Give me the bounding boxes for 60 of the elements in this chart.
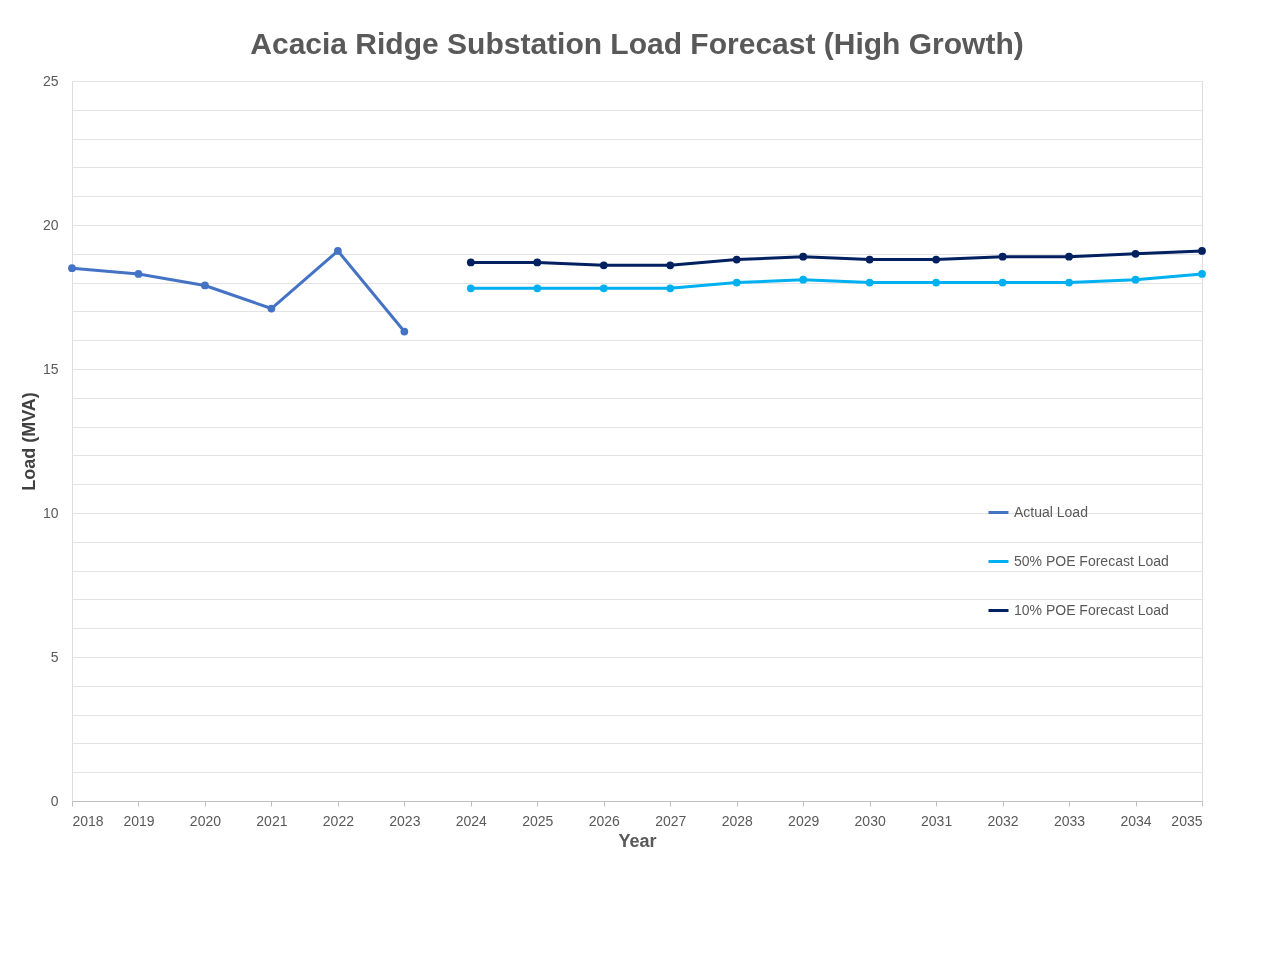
legend-label: 10% POE Forecast Load bbox=[1014, 601, 1169, 618]
x-tick-label: 2031 bbox=[921, 812, 953, 829]
y-tick-label: 15 bbox=[42, 360, 59, 377]
x-tick-label: 2033 bbox=[1053, 812, 1086, 829]
x-tick-label: 2020 bbox=[189, 812, 222, 829]
y-tick-label: 20 bbox=[42, 216, 59, 233]
point bbox=[334, 247, 342, 255]
point bbox=[865, 255, 874, 264]
y-axis-title: Load (MVA) bbox=[18, 392, 39, 491]
x-tick-label: 2018 bbox=[72, 812, 104, 829]
x-tick-label: 2019 bbox=[123, 812, 155, 829]
point bbox=[1198, 270, 1206, 278]
x-tick-label: 2030 bbox=[854, 812, 886, 829]
point bbox=[1131, 249, 1140, 258]
legend-label: Actual Load bbox=[1014, 503, 1088, 520]
y-tick-label: 25 bbox=[42, 72, 59, 89]
x-tick-label: 2022 bbox=[322, 812, 355, 829]
point bbox=[466, 258, 475, 267]
x-tick-label: 2023 bbox=[389, 812, 421, 829]
x-tick-label: 2032 bbox=[987, 812, 1019, 829]
point bbox=[134, 270, 143, 278]
x-tick-label: 2027 bbox=[655, 812, 687, 829]
x-tick-label: 2029 bbox=[788, 812, 820, 829]
point bbox=[1131, 275, 1140, 284]
x-tick-label: 2025 bbox=[522, 812, 554, 829]
legend-label: 50% POE Forecast Load bbox=[1014, 552, 1169, 569]
point bbox=[932, 255, 940, 264]
x-tick-label: 2026 bbox=[588, 812, 621, 829]
x-tick-label: 2034 bbox=[1120, 812, 1152, 829]
point bbox=[400, 327, 409, 336]
point bbox=[201, 281, 209, 290]
point bbox=[1065, 252, 1073, 261]
point bbox=[998, 278, 1007, 287]
point bbox=[533, 258, 542, 267]
x-tick-label: 2035 bbox=[1171, 812, 1203, 829]
point bbox=[932, 278, 940, 287]
point bbox=[666, 261, 675, 270]
point bbox=[732, 255, 741, 264]
point bbox=[466, 284, 475, 293]
x-tick-label: 2024 bbox=[455, 812, 488, 829]
y-tick-label: 5 bbox=[50, 648, 59, 665]
x-tick-label: 2028 bbox=[721, 812, 753, 829]
point bbox=[998, 252, 1007, 261]
chart-title: Acacia Ridge Substation Load Forecast (High Growth) bbox=[250, 27, 1024, 60]
point bbox=[799, 252, 808, 261]
y-tick-label: 10 bbox=[42, 504, 59, 521]
point bbox=[732, 278, 741, 287]
point bbox=[1198, 247, 1206, 255]
point bbox=[799, 275, 808, 284]
point bbox=[666, 284, 675, 293]
point bbox=[267, 304, 276, 313]
point bbox=[599, 261, 608, 270]
x-tick-label: 2021 bbox=[256, 812, 288, 829]
y-tick-label: 0 bbox=[50, 792, 59, 809]
point bbox=[533, 284, 542, 293]
point bbox=[599, 284, 608, 293]
point bbox=[1065, 278, 1073, 287]
point bbox=[68, 264, 76, 273]
point bbox=[865, 278, 874, 287]
x-axis-title: Year bbox=[618, 830, 657, 851]
